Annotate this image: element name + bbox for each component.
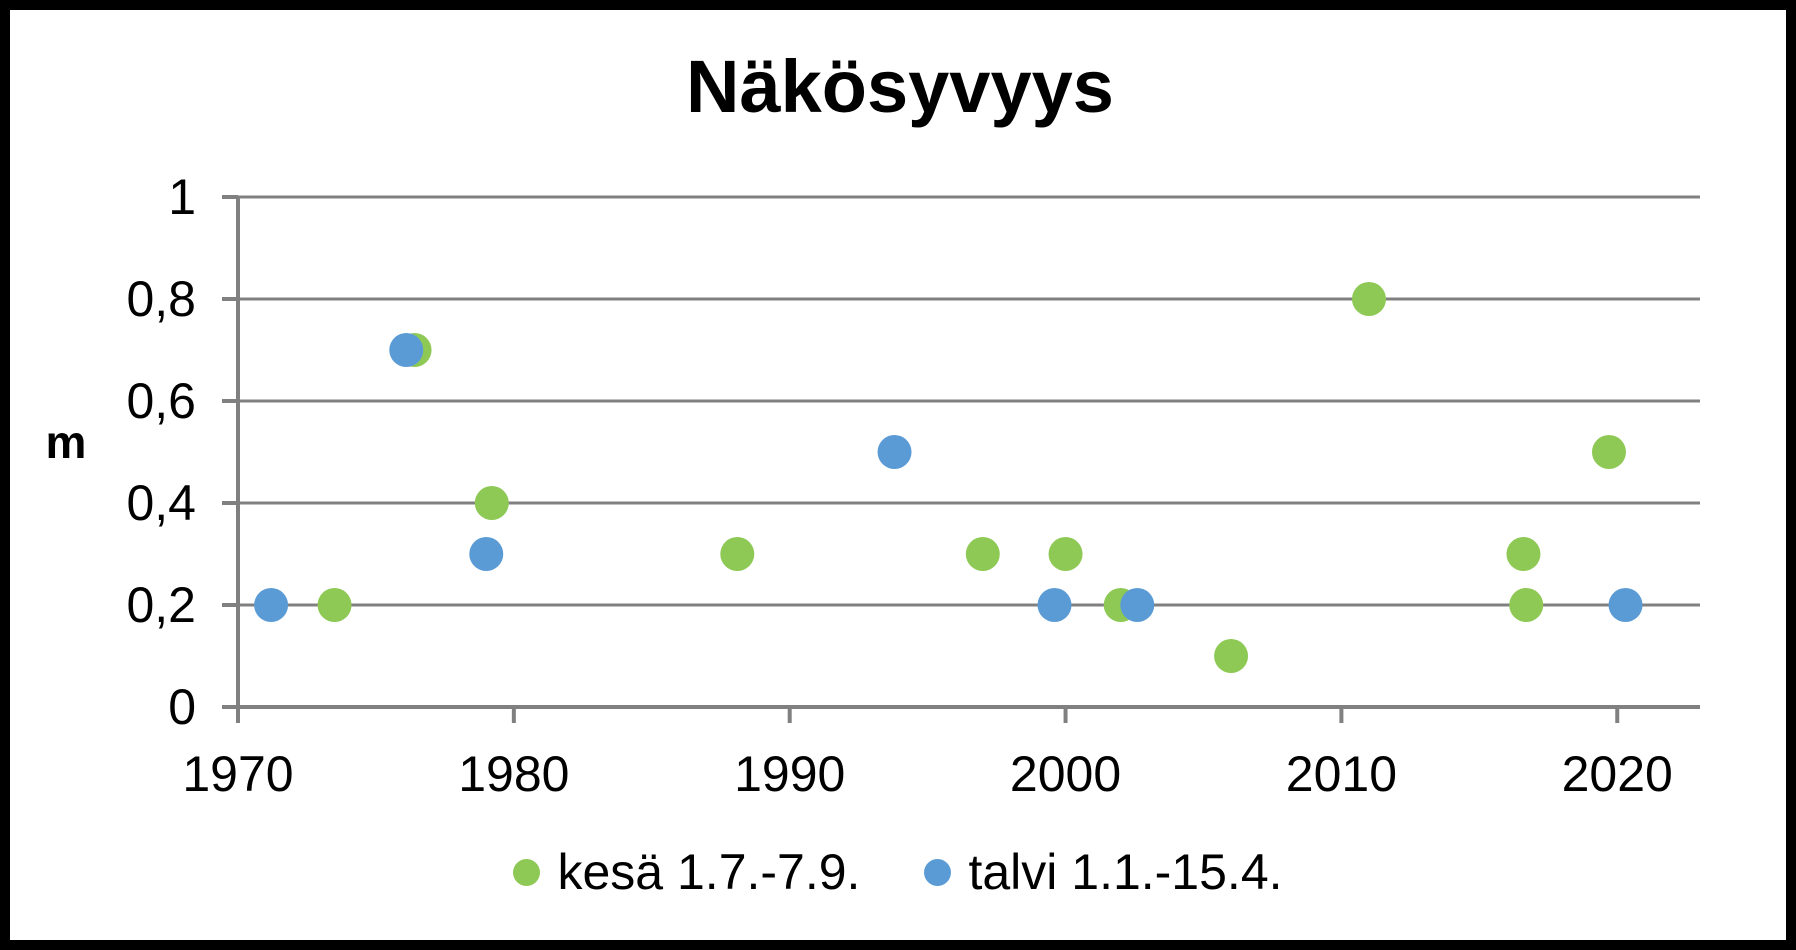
x-tick-label: 1970: [182, 746, 293, 802]
chart-title: Näkösyvyys: [686, 45, 1114, 128]
axes: [222, 195, 1700, 723]
data-point-kesa: [1048, 537, 1083, 571]
data-point-talvi: [1037, 588, 1072, 622]
gridlines: [238, 195, 1700, 607]
data-point-kesa: [1591, 435, 1626, 469]
legend-item-kesa: kesä 1.7.-7.9.: [513, 843, 860, 901]
legend-label-kesa: kesä 1.7.-7.9.: [557, 844, 861, 900]
data-point-talvi: [389, 333, 424, 367]
legend-label-talvi: talvi 1.1.-15.4.: [968, 844, 1283, 900]
tick-labels: 0 0,2 0,4 0,6 0,8 1 1970 1980 1990 2000 2010 2020: [126, 169, 1672, 802]
data-point-kesa: [965, 537, 1000, 571]
data-point-kesa: [1214, 639, 1249, 673]
data-point-talvi: [254, 588, 289, 622]
x-tick-label: 2020: [1562, 746, 1673, 802]
data-point-kesa: [474, 486, 509, 520]
x-tick-label: 1990: [734, 746, 845, 802]
legend-item-talvi: talvi 1.1.-15.4.: [924, 843, 1283, 901]
data-point-talvi: [877, 435, 912, 469]
data-point-kesa: [1351, 282, 1386, 316]
y-axis-unit-label: m: [46, 416, 87, 468]
data-point-talvi: [1608, 588, 1643, 622]
data-point-talvi: [1120, 588, 1155, 622]
y-tick-label: 0,2: [126, 577, 196, 633]
x-tick-label: 1980: [458, 746, 569, 802]
data-point-talvi: [469, 537, 504, 571]
summer-series-marker-icon: [513, 858, 541, 886]
data-point-kesa: [1506, 537, 1541, 571]
y-tick-label: 0: [168, 679, 196, 735]
y-tick-label: 0,6: [126, 373, 196, 429]
legend: kesä 1.7.-7.9. talvi 1.1.-15.4.: [0, 843, 1796, 901]
data-point-kesa: [1509, 588, 1544, 622]
x-tick-label: 2010: [1286, 746, 1397, 802]
data-point-kesa: [317, 588, 352, 622]
y-tick-label: 0,4: [126, 475, 196, 531]
x-tick-label: 2000: [1010, 746, 1121, 802]
data-points: [254, 282, 1643, 673]
y-tick-label: 0,8: [126, 271, 196, 327]
y-tick-label: 1: [168, 169, 196, 225]
data-point-kesa: [720, 537, 755, 571]
winter-series-marker-icon: [924, 858, 952, 886]
